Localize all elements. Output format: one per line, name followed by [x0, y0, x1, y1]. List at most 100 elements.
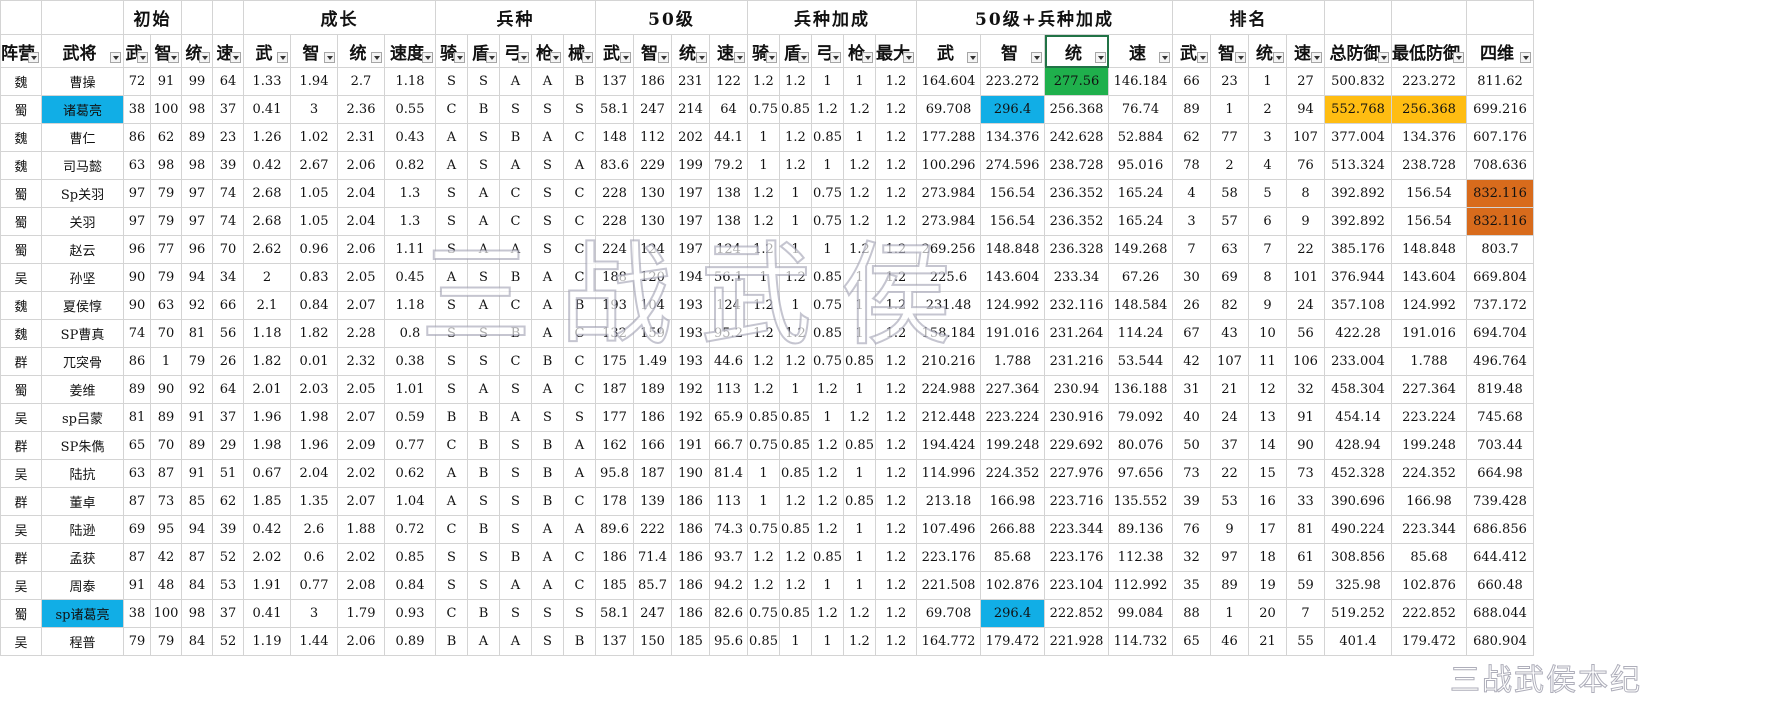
stat-cell[interactable]: 7: [1286, 599, 1325, 628]
stat-cell[interactable]: 224.988: [916, 375, 981, 404]
stat-cell[interactable]: 1.2: [875, 571, 917, 600]
stat-cell[interactable]: 1.788: [1391, 347, 1467, 376]
stat-cell[interactable]: S: [467, 263, 500, 292]
stat-cell[interactable]: C: [563, 263, 596, 292]
stat-cell[interactable]: 1.26: [243, 123, 291, 152]
stat-cell[interactable]: 1.2: [875, 123, 917, 152]
faction-cell[interactable]: 蜀: [0, 95, 42, 124]
stat-cell[interactable]: C: [563, 319, 596, 348]
stat-cell[interactable]: 0.85: [779, 403, 812, 432]
general-name-cell[interactable]: 关羽: [41, 207, 124, 236]
stat-cell[interactable]: 88: [1172, 599, 1211, 628]
stat-cell[interactable]: 87: [181, 543, 213, 572]
stat-cell[interactable]: 37: [1210, 431, 1249, 460]
stat-cell[interactable]: 2.07: [337, 403, 385, 432]
stat-cell[interactable]: A: [467, 375, 500, 404]
stat-cell[interactable]: 29: [212, 431, 244, 460]
stat-cell[interactable]: S: [435, 207, 468, 236]
stat-cell[interactable]: 1.2: [875, 543, 917, 572]
stat-cell[interactable]: 1.05: [290, 179, 338, 208]
stat-cell[interactable]: 1.2: [747, 319, 780, 348]
stat-cell[interactable]: 1: [843, 263, 876, 292]
stat-cell[interactable]: 64: [212, 375, 244, 404]
stat-cell[interactable]: 1.2: [843, 207, 876, 236]
stat-cell[interactable]: 231.264: [1044, 319, 1109, 348]
stat-cell[interactable]: 63: [123, 151, 151, 180]
stat-cell[interactable]: 1: [843, 515, 876, 544]
stat-cell[interactable]: 0.84: [384, 571, 436, 600]
stat-cell[interactable]: 89: [1172, 95, 1211, 124]
stat-cell[interactable]: 148.848: [980, 235, 1045, 264]
stat-cell[interactable]: 0.67: [243, 459, 291, 488]
stat-cell[interactable]: 56: [1286, 319, 1325, 348]
stat-cell[interactable]: 664.98: [1466, 459, 1534, 488]
stat-cell[interactable]: 224.352: [980, 459, 1045, 488]
stat-cell[interactable]: 86: [123, 123, 151, 152]
stat-cell[interactable]: 101: [1286, 263, 1325, 292]
stat-cell[interactable]: 102.876: [1391, 571, 1467, 600]
general-name-cell[interactable]: 司马懿: [41, 151, 124, 180]
stat-cell[interactable]: 2.07: [337, 291, 385, 320]
stat-cell[interactable]: 90: [123, 263, 151, 292]
stat-cell[interactable]: 1.44: [290, 627, 338, 656]
stat-cell[interactable]: C: [563, 347, 596, 376]
stat-cell[interactable]: 0.85: [843, 431, 876, 460]
stat-cell[interactable]: 1.2: [747, 375, 780, 404]
stat-cell[interactable]: 1: [843, 319, 876, 348]
stat-cell[interactable]: 143.604: [1391, 263, 1467, 292]
stat-cell[interactable]: 32: [1286, 375, 1325, 404]
stat-cell[interactable]: S: [563, 95, 596, 124]
stat-cell[interactable]: 22: [1210, 459, 1249, 488]
stat-cell[interactable]: 22: [1286, 235, 1325, 264]
stat-cell[interactable]: 76: [1286, 151, 1325, 180]
stat-cell[interactable]: 51: [212, 459, 244, 488]
stat-cell[interactable]: 89: [181, 123, 213, 152]
stat-cell[interactable]: 74: [123, 319, 151, 348]
stat-cell[interactable]: 90: [123, 291, 151, 320]
stat-cell[interactable]: 227.364: [980, 375, 1045, 404]
stat-cell[interactable]: 0.85: [779, 599, 812, 628]
stat-cell[interactable]: A: [499, 571, 532, 600]
stat-cell[interactable]: 96: [181, 235, 213, 264]
stat-cell[interactable]: 2.08: [337, 571, 385, 600]
stat-cell[interactable]: 0.82: [384, 151, 436, 180]
stat-cell[interactable]: 79: [181, 347, 213, 376]
stat-cell[interactable]: 89.6: [595, 515, 634, 544]
stat-cell[interactable]: 130: [633, 207, 672, 236]
stat-cell[interactable]: 694.704: [1466, 319, 1534, 348]
stat-cell[interactable]: 1: [779, 207, 812, 236]
stat-cell[interactable]: S: [531, 151, 564, 180]
stat-cell[interactable]: 1.2: [843, 151, 876, 180]
stat-cell[interactable]: 193: [595, 291, 634, 320]
stat-cell[interactable]: 89: [150, 403, 182, 432]
stat-cell[interactable]: 0.85: [779, 459, 812, 488]
stat-cell[interactable]: A: [435, 487, 468, 516]
stat-cell[interactable]: 223.104: [1044, 571, 1109, 600]
stat-cell[interactable]: C: [499, 179, 532, 208]
stat-cell[interactable]: 1.98: [290, 403, 338, 432]
stat-cell[interactable]: 52.884: [1108, 123, 1173, 152]
stat-cell[interactable]: 231.48: [916, 291, 981, 320]
stat-cell[interactable]: 1.2: [779, 67, 812, 96]
stat-cell[interactable]: 296.4: [980, 599, 1045, 628]
stat-cell[interactable]: 1: [1210, 599, 1249, 628]
stat-cell[interactable]: 1: [747, 459, 780, 488]
stat-cell[interactable]: 1.2: [811, 375, 844, 404]
stat-cell[interactable]: 70: [150, 431, 182, 460]
stat-cell[interactable]: 0.75: [747, 515, 780, 544]
stat-cell[interactable]: 708.636: [1466, 151, 1534, 180]
stat-cell[interactable]: 1.2: [779, 263, 812, 292]
stat-cell[interactable]: 6: [1248, 207, 1287, 236]
filter-dropdown-icon[interactable]: [903, 52, 914, 63]
stat-cell[interactable]: S: [499, 515, 532, 544]
stat-cell[interactable]: 197: [671, 179, 710, 208]
general-name-cell[interactable]: 陆逊: [41, 515, 124, 544]
stat-cell[interactable]: 98: [181, 95, 213, 124]
stat-cell[interactable]: 819.48: [1466, 375, 1534, 404]
stat-cell[interactable]: 76: [1172, 515, 1211, 544]
stat-cell[interactable]: 69: [123, 515, 151, 544]
stat-cell[interactable]: 0.43: [384, 123, 436, 152]
stat-cell[interactable]: 0.59: [384, 403, 436, 432]
stat-cell[interactable]: B: [435, 627, 468, 656]
stat-cell[interactable]: 44.6: [709, 347, 748, 376]
